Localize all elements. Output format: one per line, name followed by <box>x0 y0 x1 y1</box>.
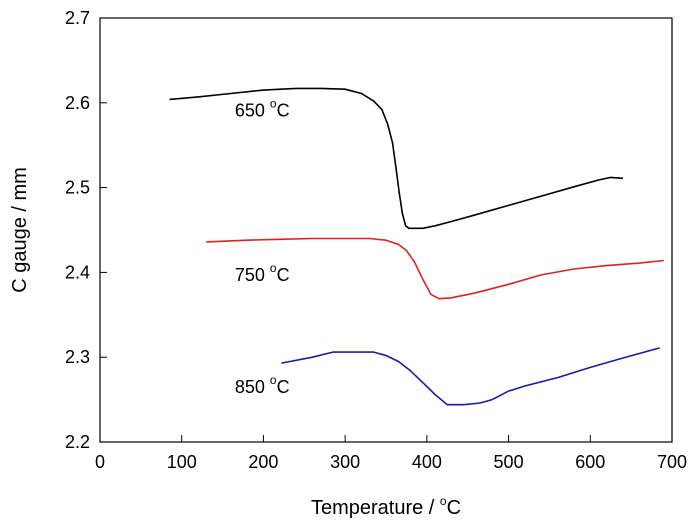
y-tick-label: 2.3 <box>65 347 90 367</box>
series-labels: 650 oC 750 oC 850 oC <box>235 96 290 396</box>
x-axis-title-sup: o <box>440 494 447 508</box>
y-tick-label: 2.6 <box>65 93 90 113</box>
x-axis-title-unit: C <box>447 497 461 519</box>
y-tick-label: 2.2 <box>65 432 90 452</box>
series-label-1: 750 oC <box>235 261 290 285</box>
y-tick-label: 2.5 <box>65 178 90 198</box>
series-line-0 <box>169 87 624 230</box>
series-group <box>169 87 664 406</box>
series-label-0: 650 oC <box>235 96 290 120</box>
series-line-1 <box>206 237 664 300</box>
y-tick-label: 2.7 <box>65 8 90 28</box>
x-axis-title: Temperature / oC <box>311 494 461 519</box>
tick-marks <box>99 17 673 443</box>
x-tick-label: 500 <box>494 452 524 472</box>
y-axis-title: C gauge / mm <box>9 167 31 293</box>
x-tick-label: 300 <box>330 452 360 472</box>
tick-labels: 0 100 200 300 400 500 600 700 2.2 2.3 2.4 2.5 2.6 2.7 <box>65 8 687 472</box>
plot-area <box>99 17 673 443</box>
x-tick-label: 700 <box>657 452 687 472</box>
x-tick-label: 200 <box>248 452 278 472</box>
x-tick-label: 600 <box>575 452 605 472</box>
x-tick-label: 0 <box>95 452 105 472</box>
series-label-2: 850 oC <box>235 373 290 397</box>
y-tick-label: 2.4 <box>65 262 90 282</box>
x-tick-label: 100 <box>167 452 197 472</box>
series-line-2 <box>281 347 660 406</box>
x-axis-title-base: Temperature / <box>311 497 440 519</box>
x-tick-label: 400 <box>412 452 442 472</box>
